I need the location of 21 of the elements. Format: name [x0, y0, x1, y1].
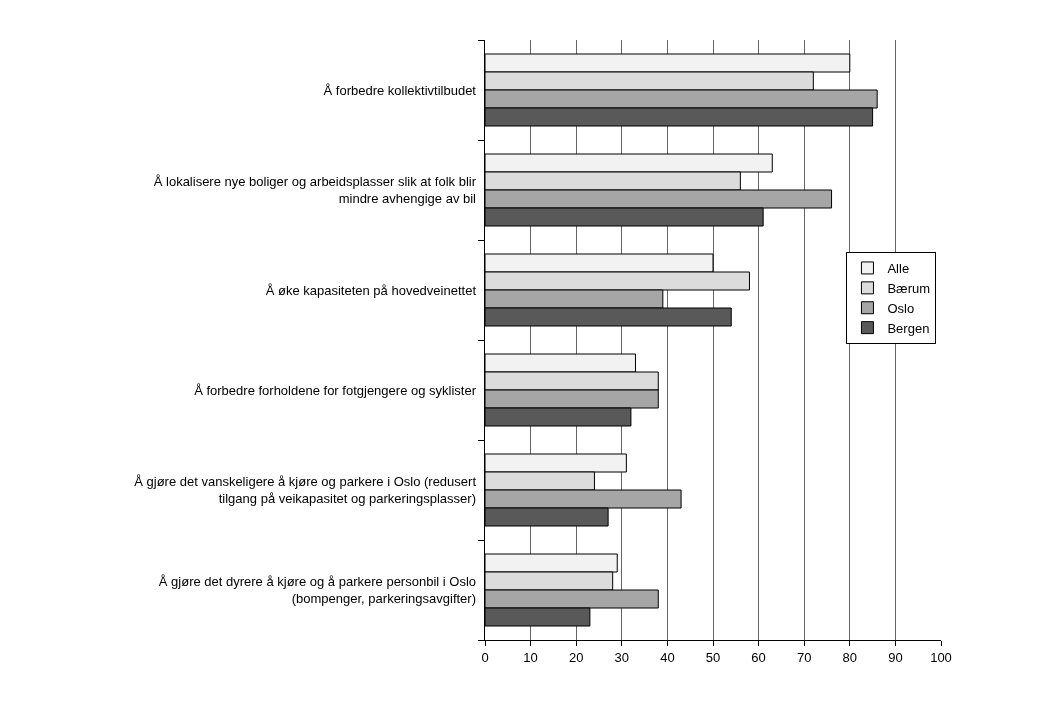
x-tick-label: 90 [888, 649, 903, 665]
x-tick-label: 40 [660, 649, 675, 665]
y-tick-label: Å gjøre det vanskeligere å kjøre og parkere i Oslo (redusert tilgang på veikapasitet og parkeringsplasser) [134, 474, 477, 506]
x-tick-label: 60 [751, 649, 766, 665]
x-tick-label: 80 [842, 649, 858, 665]
legend-label: Oslo [887, 300, 915, 316]
x-tick-label: 10 [523, 649, 538, 665]
y-tick-label: Å lokalisere nye boliger og arbeidsplasser slik at folk blir mindre avhengige av bil [153, 174, 477, 206]
x-tick-label: 0 [481, 649, 489, 665]
legend-label: Bærum [887, 280, 931, 296]
legend-label: Alle [887, 261, 910, 277]
legend-label: Bergen [887, 320, 930, 336]
y-tick-label: Å gjøre det dyrere å kjøre og å parkere personbil i Oslo (bompenger, parkeringsavgifter) [158, 574, 476, 606]
y-tick-label: Å forbedre forholdene for fotgjengere og syklister [194, 382, 477, 398]
x-tick-label: 30 [614, 649, 630, 665]
x-tick-label: 70 [796, 649, 812, 665]
x-tick-label: 50 [705, 649, 721, 665]
x-tick-label: 100 [930, 649, 952, 665]
y-tick-label: Å forbedre kollektivtilbudet [323, 82, 477, 98]
y-tick-label: Å øke kapasiteten på hovedveinettet [265, 282, 477, 298]
x-tick-label: 20 [568, 649, 584, 665]
